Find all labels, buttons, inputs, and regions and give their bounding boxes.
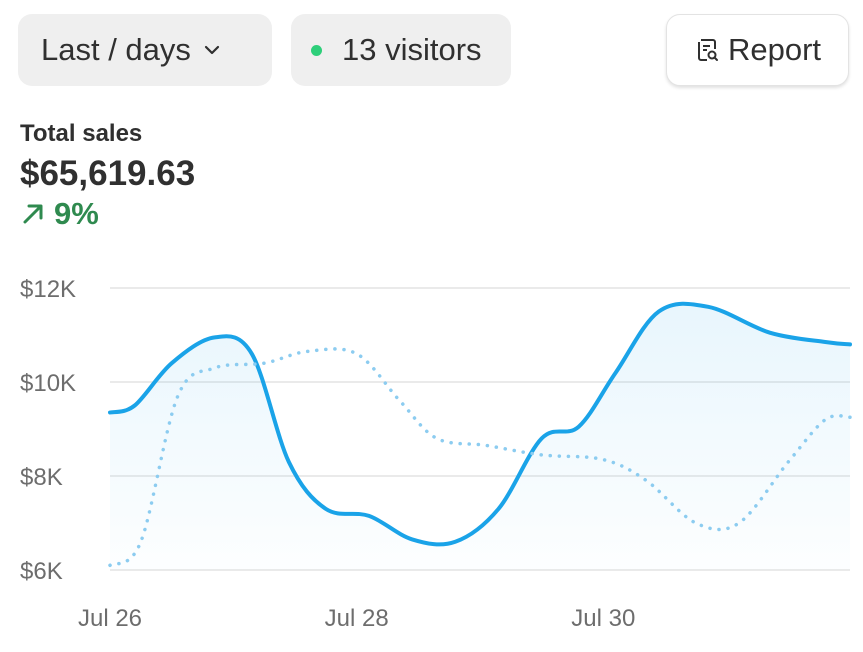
date-range-label: Last / days — [41, 32, 191, 67]
x-tick-label: Jul 26 — [78, 605, 142, 632]
sales-line-chart: $12K $10K $8K $6K Jul 26 Jul 28 Jul 30 — [20, 276, 852, 632]
y-tick-label: $8K — [20, 464, 63, 491]
x-tick-label: Jul 28 — [325, 605, 389, 632]
date-range-dropdown[interactable]: Last / days — [18, 14, 272, 86]
chevron-down-icon — [204, 45, 220, 55]
report-button[interactable]: Report — [666, 14, 849, 86]
live-visitors-button[interactable]: 13 visitors — [291, 14, 511, 86]
visitors-label: 13 visitors — [342, 32, 482, 67]
sales-change: 9% — [20, 196, 195, 232]
primary-series-line — [108, 301, 852, 547]
y-tick-label: $6K — [20, 558, 63, 585]
report-label: Report — [727, 32, 822, 67]
total-sales-label: Total sales — [20, 120, 143, 147]
series-area-0 — [110, 303, 850, 570]
status-dot-icon — [311, 44, 322, 56]
arrow-up-right-icon — [23, 204, 43, 224]
sales-summary: Total sales $65,619.63 9% — [20, 120, 195, 232]
total-sales-value: $65,619.63 — [20, 154, 196, 193]
y-tick-label: $10K — [20, 370, 76, 397]
sales-change-value: 9% — [54, 196, 99, 231]
y-tick-label: $12K — [20, 276, 76, 303]
comparison-series-line — [108, 347, 852, 568]
report-search-icon — [697, 39, 718, 61]
x-tick-label: Jul 30 — [571, 605, 635, 632]
toolbar: Last / days 13 visitors Report — [0, 0, 863, 100]
